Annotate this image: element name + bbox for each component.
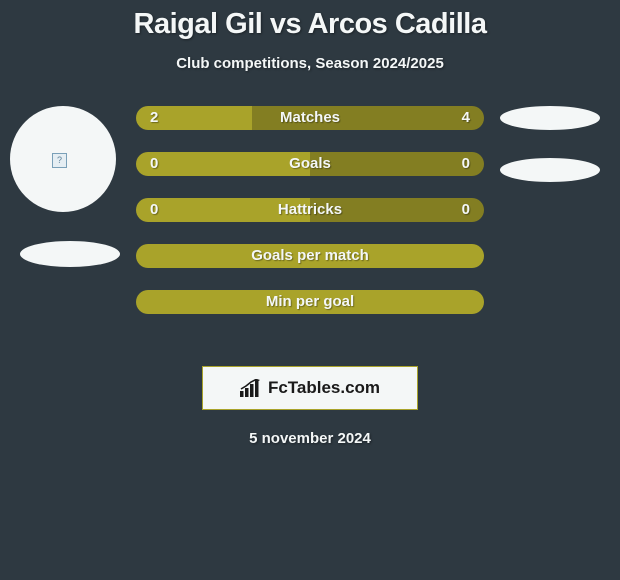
stat-bar: Goals per match xyxy=(136,244,484,268)
player-left-avatar: ? xyxy=(10,106,116,212)
attribution-text: FcTables.com xyxy=(268,378,380,398)
date-label: 5 november 2024 xyxy=(0,430,620,447)
stat-bar: 00Goals xyxy=(136,152,484,176)
stat-label: Min per goal xyxy=(136,290,484,314)
chart-icon xyxy=(240,379,262,397)
player-left-shadow xyxy=(20,241,120,267)
attribution-badge[interactable]: FcTables.com xyxy=(202,366,418,410)
subtitle: Club competitions, Season 2024/2025 xyxy=(0,55,620,72)
page-title: Raigal Gil vs Arcos Cadilla xyxy=(0,0,620,41)
player-right-shadow xyxy=(500,158,600,182)
stat-label: Goals per match xyxy=(136,244,484,268)
comparison-area: ? 24Matches 00Goals 00Hattricks Goals per m… xyxy=(0,106,620,366)
stat-bar: 24Matches xyxy=(136,106,484,130)
stat-label: Hattricks xyxy=(136,198,484,222)
stat-bar: Min per goal xyxy=(136,290,484,314)
stat-bars: 24Matches 00Goals 00Hattricks Goals per mat… xyxy=(136,106,484,336)
stat-bar: 00Hattricks xyxy=(136,198,484,222)
player-right-avatar xyxy=(500,106,600,130)
missing-image-icon: ? xyxy=(52,153,67,168)
stat-label: Goals xyxy=(136,152,484,176)
stat-label: Matches xyxy=(136,106,484,130)
